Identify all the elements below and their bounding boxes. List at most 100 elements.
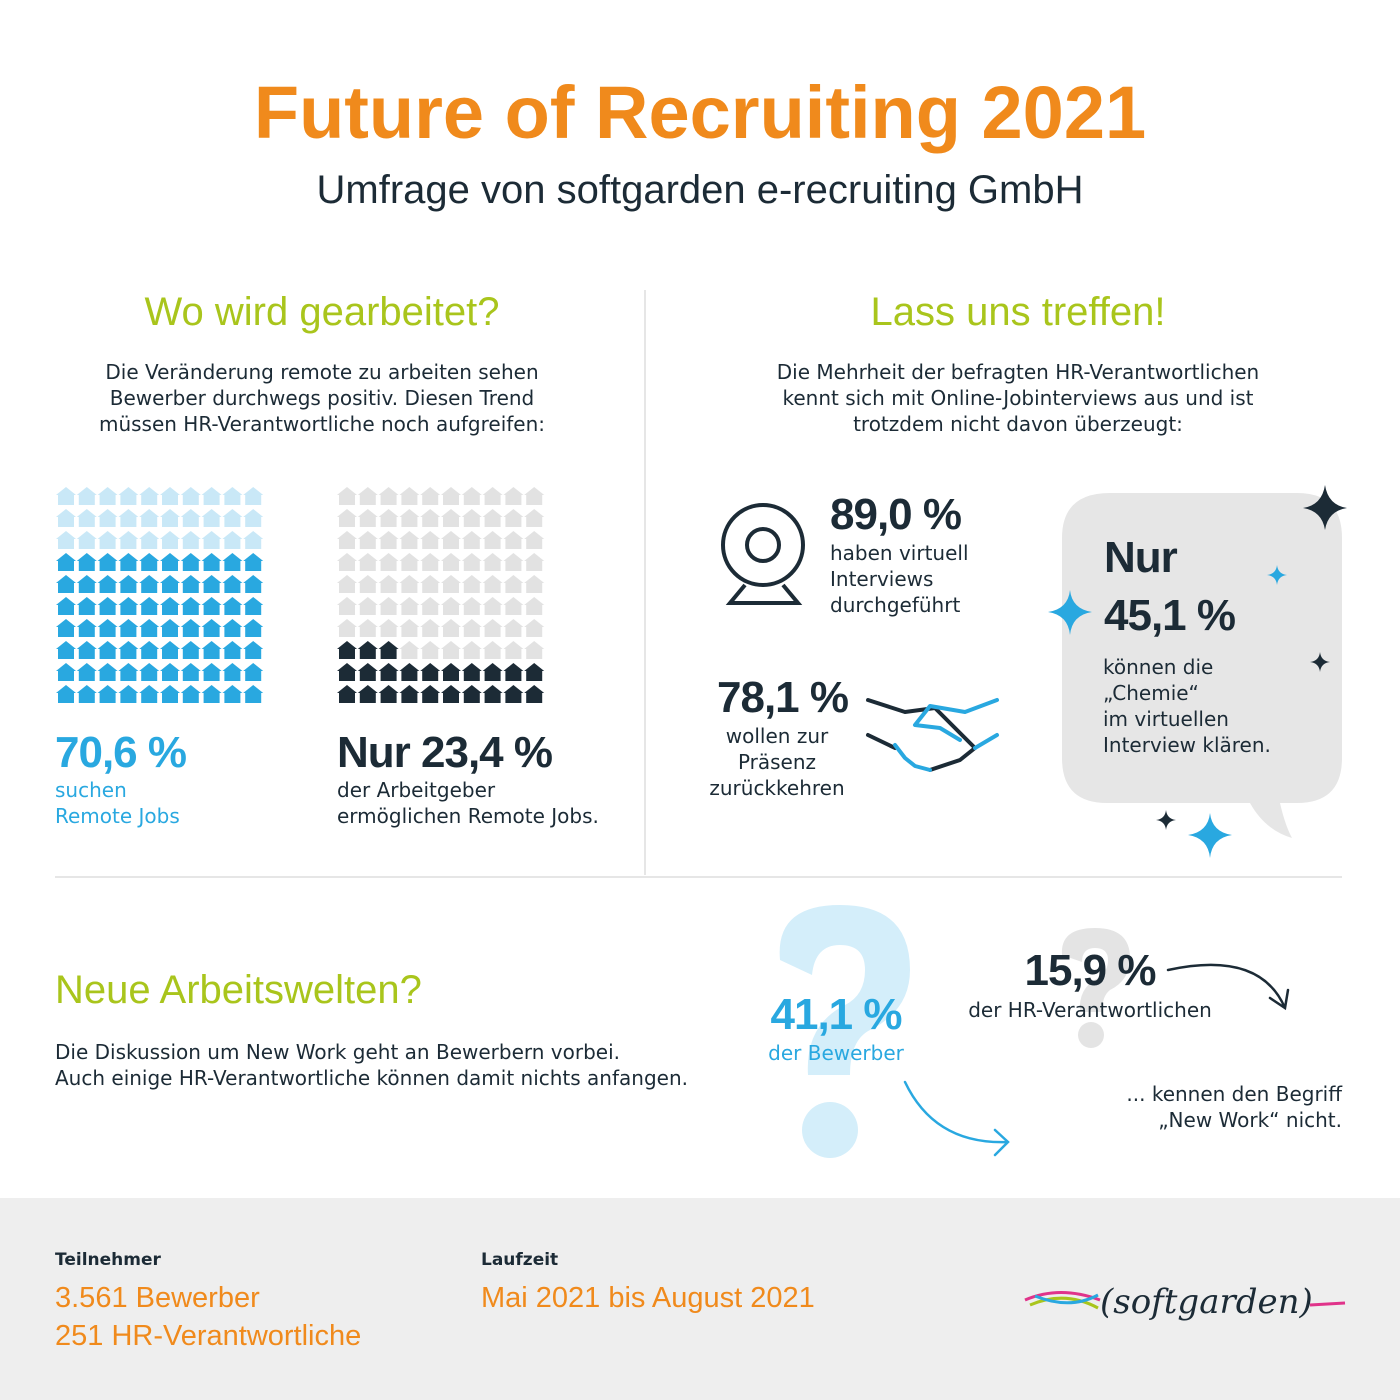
house-empty bbox=[357, 531, 378, 549]
house-filled bbox=[180, 685, 201, 703]
stat-caption: der Arbeitgeber ermöglichen Remote Jobs. bbox=[337, 777, 599, 829]
house-filled bbox=[56, 685, 76, 703]
section-heading: Lass uns treffen! bbox=[870, 290, 1166, 334]
house-empty bbox=[76, 531, 97, 549]
house-filled bbox=[139, 641, 160, 659]
house-empty bbox=[503, 487, 524, 505]
house-empty bbox=[524, 619, 545, 637]
house-filled bbox=[201, 575, 222, 593]
house-empty bbox=[139, 487, 160, 505]
house-filled bbox=[139, 553, 160, 571]
speech-bubble bbox=[1062, 493, 1342, 838]
house-filled bbox=[76, 663, 97, 681]
house-filled bbox=[357, 663, 378, 681]
arrows bbox=[903, 963, 1290, 1157]
house-filled bbox=[243, 663, 264, 681]
house-empty bbox=[118, 531, 139, 549]
house-empty bbox=[461, 553, 482, 571]
house-empty bbox=[243, 531, 264, 549]
house-empty bbox=[378, 619, 399, 637]
house-empty bbox=[420, 553, 441, 571]
house-empty bbox=[420, 509, 441, 527]
house-empty bbox=[482, 487, 503, 505]
house-filled bbox=[139, 663, 160, 681]
question-mark bbox=[779, 905, 1130, 1158]
conclusion: ... kennen den Begriff „New Work“ nicht. bbox=[1126, 1081, 1342, 1133]
house-empty bbox=[378, 553, 399, 571]
house-filled bbox=[76, 597, 97, 615]
house-empty bbox=[461, 509, 482, 527]
house-filled bbox=[222, 553, 243, 571]
house-filled bbox=[482, 663, 503, 681]
house-grid bbox=[337, 487, 545, 703]
house-filled bbox=[201, 685, 222, 703]
house-empty bbox=[461, 641, 482, 659]
house-empty bbox=[441, 553, 461, 571]
house-empty bbox=[461, 597, 482, 615]
house-filled bbox=[118, 663, 139, 681]
house-filled bbox=[378, 663, 399, 681]
text-line: Bewerber durchwegs positiv. Diesen Trend bbox=[109, 386, 535, 410]
house-filled bbox=[201, 619, 222, 637]
text-line: Präsenz bbox=[737, 750, 817, 774]
house-empty bbox=[76, 509, 97, 527]
house-filled bbox=[378, 641, 399, 659]
house-filled bbox=[337, 663, 357, 681]
house-filled bbox=[378, 685, 399, 703]
text-line: der Arbeitgeber bbox=[337, 778, 496, 802]
stat-caption: haben virtuell Interviews durchgeführt bbox=[830, 540, 969, 618]
text-line: trotzdem nicht davon überzeugt: bbox=[853, 412, 1183, 436]
house-filled bbox=[441, 685, 461, 703]
house-empty bbox=[461, 619, 482, 637]
text-line: Die Mehrheit der befragten HR-Verantwort… bbox=[776, 360, 1260, 384]
house-empty bbox=[201, 487, 222, 505]
stat-value: Nur 23,4 % bbox=[337, 728, 553, 777]
house-filled bbox=[180, 553, 201, 571]
house-empty bbox=[378, 531, 399, 549]
house-empty bbox=[441, 575, 461, 593]
text-line: kennt sich mit Online-Jobinterviews aus … bbox=[782, 386, 1254, 410]
text-line: Die Veränderung remote zu arbeiten sehen bbox=[105, 360, 539, 384]
house-empty bbox=[243, 509, 264, 527]
house-empty bbox=[56, 487, 76, 505]
section-heading: Neue Arbeitswelten? bbox=[55, 968, 422, 1012]
house-filled bbox=[441, 663, 461, 681]
house-filled bbox=[243, 575, 264, 593]
house-empty bbox=[222, 531, 243, 549]
house-filled bbox=[337, 685, 357, 703]
text-line: ... kennen den Begriff bbox=[1126, 1082, 1342, 1106]
text-line: zurückkehren bbox=[709, 776, 845, 800]
house-filled bbox=[97, 685, 118, 703]
house-filled bbox=[201, 597, 222, 615]
stat-value: 89,0 % bbox=[830, 490, 962, 539]
house-filled bbox=[97, 597, 118, 615]
house-empty bbox=[222, 509, 243, 527]
house-empty bbox=[56, 509, 76, 527]
house-empty bbox=[482, 641, 503, 659]
footer-value: Mai 2021 bis August 2021 bbox=[481, 1282, 815, 1314]
logo-lines bbox=[1024, 1291, 1346, 1310]
house-filled bbox=[76, 553, 97, 571]
house-filled bbox=[56, 553, 76, 571]
house-empty bbox=[441, 619, 461, 637]
house-empty bbox=[420, 575, 441, 593]
house-empty bbox=[503, 531, 524, 549]
house-filled bbox=[461, 663, 482, 681]
house-empty bbox=[461, 575, 482, 593]
house-filled bbox=[180, 641, 201, 659]
house-filled bbox=[97, 641, 118, 659]
text-line: suchen bbox=[55, 778, 127, 802]
house-filled bbox=[461, 685, 482, 703]
house-filled bbox=[76, 641, 97, 659]
house-empty bbox=[420, 597, 441, 615]
house-filled bbox=[222, 685, 243, 703]
house-filled bbox=[139, 685, 160, 703]
house-empty bbox=[222, 487, 243, 505]
text-line: Interviews bbox=[830, 567, 934, 591]
house-empty bbox=[337, 575, 357, 593]
house-empty bbox=[524, 575, 545, 593]
house-empty bbox=[482, 553, 503, 571]
text-line: 251 HR-Verantwortliche bbox=[55, 1320, 362, 1352]
house-filled bbox=[420, 685, 441, 703]
